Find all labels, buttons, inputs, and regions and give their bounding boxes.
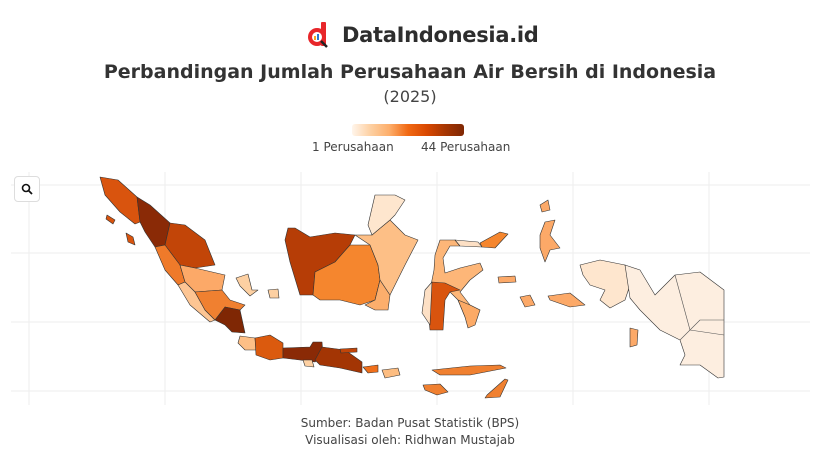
province-region[interactable] xyxy=(624,264,725,379)
province-region[interactable] xyxy=(479,231,509,249)
province-region[interactable] xyxy=(579,259,631,309)
search-icon xyxy=(21,183,33,195)
province-region[interactable] xyxy=(267,288,280,299)
credit-text: Visualisasi oleh: Ridhwan Mustajab xyxy=(305,433,515,447)
province-region[interactable] xyxy=(302,359,315,368)
province-region[interactable] xyxy=(214,306,246,334)
province-region[interactable] xyxy=(237,335,257,351)
province-region[interactable] xyxy=(422,383,449,396)
province-region[interactable] xyxy=(484,378,509,399)
province-region[interactable] xyxy=(367,194,406,236)
legend-max-label: 44 Perusahaan xyxy=(421,140,511,154)
chart-subtitle: (2025) xyxy=(383,87,437,106)
province-region[interactable] xyxy=(421,281,433,326)
province-region[interactable] xyxy=(427,281,461,331)
province-region[interactable] xyxy=(99,176,141,225)
province-region[interactable] xyxy=(339,347,358,354)
legend-min-label: 1 Perusahaan xyxy=(312,140,394,154)
province-region[interactable] xyxy=(519,294,536,308)
zoom-button[interactable] xyxy=(14,176,40,202)
province-region[interactable] xyxy=(539,219,561,263)
brand-name: DataIndonesia.id xyxy=(342,23,539,47)
brand-logo: DataIndonesia.id xyxy=(306,20,539,50)
province-region[interactable] xyxy=(497,275,517,284)
choropleth-map[interactable] xyxy=(0,0,820,410)
province-region[interactable] xyxy=(125,232,136,246)
province-region[interactable] xyxy=(457,299,481,329)
chart-title: Perbandingan Jumlah Perusahaan Air Bersi… xyxy=(103,61,717,83)
d-magnifier-logo-icon xyxy=(308,22,328,48)
province-region[interactable] xyxy=(235,273,259,297)
province-border xyxy=(679,319,724,341)
province-region[interactable] xyxy=(105,214,116,225)
source-text: Sumber: Badan Pusat Statistik (BPS) xyxy=(300,416,520,430)
province-region[interactable] xyxy=(539,199,551,213)
province-region[interactable] xyxy=(629,327,639,348)
color-scale-bar xyxy=(352,124,464,136)
province-region[interactable] xyxy=(381,367,401,379)
province-region[interactable] xyxy=(254,334,284,361)
province-region[interactable] xyxy=(362,364,379,374)
province-region[interactable] xyxy=(431,364,507,376)
province-region[interactable] xyxy=(547,292,586,308)
